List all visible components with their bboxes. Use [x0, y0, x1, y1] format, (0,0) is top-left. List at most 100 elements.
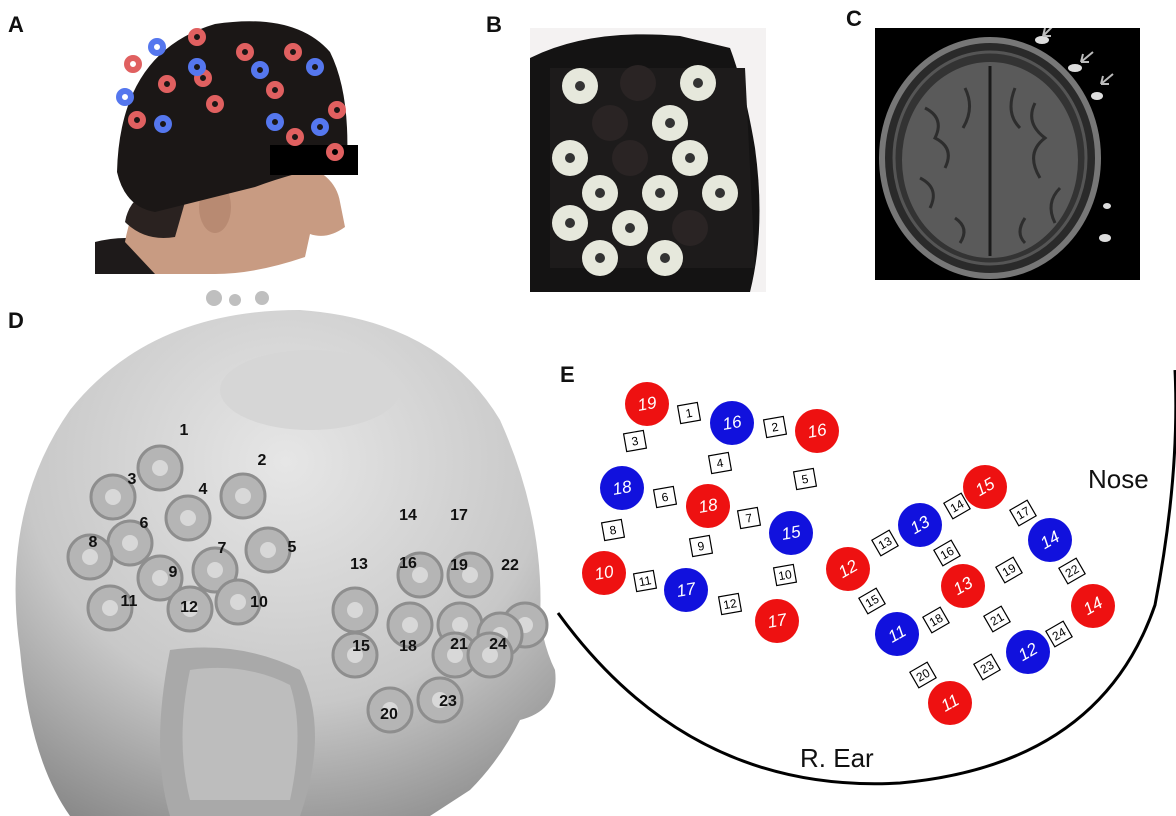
channel-label-16: 16 — [933, 539, 961, 567]
source-optode-17 — [755, 599, 799, 643]
detector-optode-15 — [769, 511, 813, 555]
svg-text:21: 21 — [988, 610, 1007, 629]
optode-label-1: 1 — [180, 422, 189, 439]
channel-label-8: 8 — [600, 518, 626, 542]
channel-label-4: 4 — [707, 451, 733, 475]
optode-label-13: 13 — [350, 556, 368, 573]
svg-text:7: 7 — [745, 511, 754, 526]
optode-label-16: 16 — [399, 555, 417, 572]
source-optode-label: 16 — [806, 420, 828, 442]
svg-text:13: 13 — [876, 534, 895, 553]
svg-text:5: 5 — [801, 472, 810, 487]
svg-text:8: 8 — [609, 523, 618, 538]
holder-optode — [672, 210, 708, 246]
svg-text:2: 2 — [771, 420, 780, 435]
channel-label-7: 7 — [736, 506, 762, 530]
optode-label-20: 20 — [380, 706, 398, 723]
source-optode-19 — [625, 382, 669, 426]
optode-label-4: 4 — [199, 481, 208, 498]
detector-optode-13 — [898, 503, 942, 547]
detector-optode-16 — [710, 401, 754, 445]
source-optode-label: 17 — [766, 610, 788, 632]
source-optode-16 — [795, 409, 839, 453]
source-optode-12 — [826, 547, 870, 591]
detector-optode-18 — [600, 466, 644, 510]
optode-label-14: 14 — [399, 507, 417, 524]
detector-optode-label: 15 — [780, 522, 802, 544]
svg-text:15: 15 — [863, 592, 882, 611]
svg-text:12: 12 — [722, 596, 738, 612]
svg-text:18: 18 — [927, 611, 946, 630]
optode-label-6: 6 — [140, 515, 149, 532]
source-optode-10 — [582, 551, 626, 595]
optode-label-5: 5 — [288, 539, 297, 556]
channel-label-9: 9 — [688, 534, 714, 558]
svg-text:19: 19 — [1000, 561, 1019, 580]
head-outline-arc — [556, 369, 1176, 786]
svg-text:24: 24 — [1050, 625, 1069, 644]
channel-label-13: 13 — [871, 529, 899, 557]
channel-label-23: 23 — [973, 653, 1001, 681]
optode-label-18: 18 — [399, 638, 417, 655]
svg-text:20: 20 — [914, 666, 933, 685]
svg-text:22: 22 — [1063, 562, 1082, 581]
optode-label-2: 2 — [258, 452, 267, 469]
channel-label-22: 22 — [1058, 557, 1086, 585]
panel-label-a: A — [8, 12, 24, 37]
source-optode-14 — [1071, 584, 1115, 628]
channel-label-24: 24 — [1045, 620, 1073, 648]
svg-text:23: 23 — [978, 658, 997, 677]
channel-label-10: 10 — [772, 563, 798, 587]
channel-label-6: 6 — [652, 485, 678, 509]
svg-text:6: 6 — [661, 490, 670, 505]
panel-label-c: C — [846, 6, 862, 31]
channel-label-19: 19 — [995, 556, 1023, 584]
mri-slice-image — [875, 28, 1140, 280]
svg-text:3: 3 — [631, 434, 640, 449]
channel-label-21: 21 — [983, 605, 1011, 633]
detector-optode-17 — [664, 568, 708, 612]
right-ear-label: R. Ear — [800, 743, 874, 773]
panel-label-e: E — [560, 362, 575, 387]
channel-label-1: 1 — [676, 401, 702, 425]
holder-optode — [612, 140, 648, 176]
source-optode-13 — [941, 564, 985, 608]
panel-label-d: D — [8, 308, 24, 333]
detector-optode-11 — [875, 612, 919, 656]
optode-label-22: 22 — [501, 557, 519, 574]
optode-label-23: 23 — [439, 693, 457, 710]
source-optode-label: 19 — [636, 393, 658, 415]
channel-label-3: 3 — [622, 429, 648, 453]
channel-label-15: 15 — [858, 587, 886, 615]
source-optode-15 — [963, 465, 1007, 509]
detector-optode-label: 17 — [675, 579, 697, 601]
svg-text:16: 16 — [938, 544, 957, 563]
optode-label-11: 11 — [121, 593, 138, 610]
nose-label: Nose — [1088, 464, 1149, 494]
channel-label-12: 12 — [717, 592, 743, 616]
probe-layout-diagram: Nose R. Ear 1234567891011121916181017161… — [556, 369, 1176, 786]
optode-label-7: 7 — [218, 540, 227, 557]
cap-photo — [95, 12, 385, 274]
channel-label-2: 2 — [762, 415, 788, 439]
channel-label-11: 11 — [632, 569, 658, 593]
optode-label-8: 8 — [89, 534, 98, 551]
channel-label-20: 20 — [909, 661, 937, 689]
svg-text:9: 9 — [697, 539, 706, 554]
optode-holder-photo — [530, 28, 766, 292]
svg-text:14: 14 — [948, 497, 967, 516]
detector-optode-12 — [1006, 630, 1050, 674]
svg-text:1: 1 — [685, 406, 694, 421]
marker-arrows — [1042, 28, 1114, 85]
holder-optode — [592, 105, 628, 141]
source-optode-label: 10 — [593, 562, 615, 584]
svg-text:17: 17 — [1014, 504, 1033, 523]
channel-label-14: 14 — [943, 492, 971, 520]
detector-optode-14 — [1028, 518, 1072, 562]
optode-label-17: 17 — [450, 507, 468, 524]
detector-optode-label: 18 — [611, 477, 633, 499]
source-optode-11 — [928, 681, 972, 725]
optode-label-15: 15 — [352, 638, 370, 655]
channel-label-18: 18 — [922, 606, 950, 634]
optode-label-3: 3 — [128, 471, 137, 488]
